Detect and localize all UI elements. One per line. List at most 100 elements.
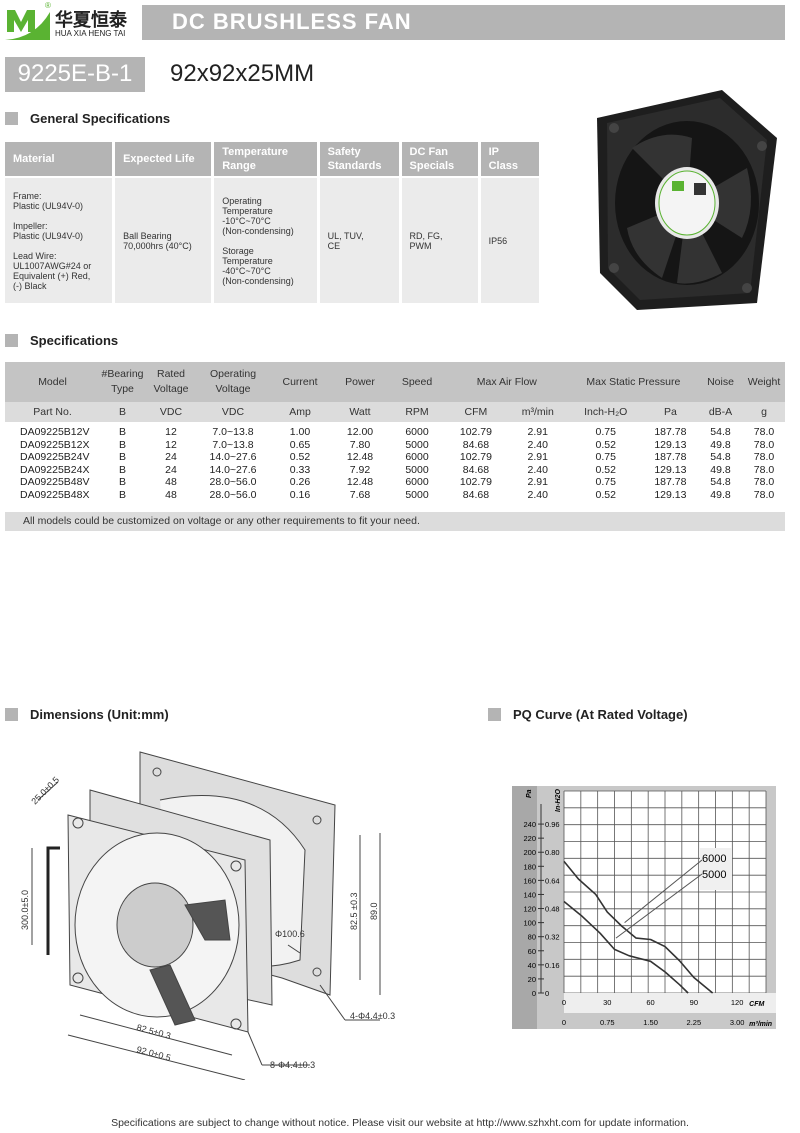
material-cell: Frame: Plastic (UL94V-0) Impeller: Plastic … — [5, 178, 113, 303]
legend-box — [700, 848, 732, 890]
table-cell: B — [118, 476, 126, 488]
table-cell: 84.68 — [462, 463, 490, 476]
y2-tick-label: 0.16 — [545, 961, 560, 970]
table-cell: 7.80 — [349, 438, 371, 451]
series-line-6000 — [563, 860, 714, 994]
dimensions-heading: Dimensions (Unit:mm) — [5, 707, 169, 722]
x-tick-label: 60 — [646, 998, 654, 1007]
table-cell: 14.0~27.6 — [209, 463, 257, 476]
table-row: DA09225B24X B 24 14.0~27.6 0.33 7.92 5000 84.68… — [5, 464, 785, 477]
table-cell: DA09225B12V — [20, 426, 90, 438]
table-cell: 1.00 — [289, 426, 311, 438]
specifications-heading: Specifications — [5, 333, 118, 348]
series-label-6000: 6000 — [702, 853, 726, 865]
cell-line: PWM — [409, 240, 432, 251]
table-cell: B — [118, 488, 126, 501]
table-cell: 12 — [165, 438, 177, 451]
x2-tick-label: 2.25 — [687, 1018, 702, 1027]
y-tick-label: 180 — [523, 862, 536, 871]
cell-line: CE — [327, 240, 341, 251]
dim-back-holes: 4-Φ4.4±0.3 — [350, 1011, 395, 1021]
subheader-cell: Watt — [331, 402, 389, 422]
y-tick-label: 40 — [528, 961, 536, 970]
table-cell: 7.0~13.8 — [212, 426, 254, 438]
y-tick-label: 220 — [523, 834, 536, 843]
dim-diameter: Φ100.6 — [275, 929, 305, 939]
table-cell: 48 — [165, 488, 177, 501]
table-cell: 12.00 — [346, 426, 374, 438]
x-tick-label: 0 — [562, 998, 566, 1007]
general-specs-heading: General Specifications — [5, 111, 170, 126]
annotation-arrow — [615, 873, 703, 939]
x2-tick-label: 0 — [562, 1018, 566, 1027]
x2-axis-label: m³/min — [749, 1021, 772, 1028]
cell-line: Operating — [222, 195, 262, 206]
table-cell: 7.0~13.8 — [212, 438, 254, 451]
table-cell: 2.40 — [527, 438, 548, 451]
y2-axis-label: In-H2O — [555, 789, 562, 813]
table-cell: DA09225B48X — [20, 488, 90, 501]
cell-line: UL, TUV, — [327, 230, 364, 241]
col-expected-life: Expected Life — [115, 142, 212, 176]
model-number: 9225E-B-1 — [5, 57, 145, 92]
y-tick-label: 0 — [532, 989, 536, 998]
table-cell: B — [118, 426, 126, 438]
hdr-power: Power — [331, 362, 389, 402]
table-cell: B — [118, 451, 126, 463]
x-tick-label: 30 — [603, 998, 611, 1007]
table-cell: 0.52 — [595, 463, 616, 476]
subheader-cell: RPM — [389, 402, 445, 422]
table-cell: 6000 — [405, 451, 429, 463]
subheader-cell: B — [100, 402, 145, 422]
col-temperature: Temperature Range — [214, 142, 317, 176]
x2-tick-label: 3.00 — [730, 1018, 745, 1027]
series-label-5000: 5000 — [702, 869, 726, 881]
cell-line: RD, FG, — [409, 230, 443, 241]
table-cell: 2.40 — [527, 463, 548, 476]
table-cell: B — [118, 438, 126, 451]
table-cell: 14.0~27.6 — [209, 451, 257, 463]
y2-tick-label: 0.80 — [545, 848, 560, 857]
cell-line: -10°C~70°C — [222, 215, 271, 226]
hdr-current: Current — [269, 362, 331, 402]
subheader-cell: VDC — [145, 402, 197, 422]
subheader-cell: g — [743, 402, 785, 422]
table-row: DA09225B12V B 12 7.0~13.8 1.00 12.00 6000 102.7… — [5, 426, 785, 439]
table-cell: 6000 — [405, 426, 429, 438]
specifications-table: Model #Bearing Type Rated Voltage Operat… — [5, 362, 785, 501]
brand-name-cn: 华夏恒泰 — [55, 10, 127, 30]
table-cell: 54.8 — [710, 426, 731, 438]
hdr-weight: Weight — [743, 362, 785, 402]
cell-line: Frame: — [13, 190, 42, 201]
hdr-model: Model — [5, 362, 100, 402]
table-cell: 102.79 — [459, 451, 492, 463]
life-cell: Ball Bearing 70,000hrs (40°C) — [115, 178, 212, 303]
table-cell: 2.91 — [527, 476, 548, 488]
table-cell: 12.48 — [346, 476, 374, 488]
y2-tick-label: 0.96 — [545, 820, 560, 829]
cell-line: Temperature — [222, 205, 273, 216]
cell-line: Impeller: — [13, 220, 48, 231]
specials-cell: RD, FG, PWM — [401, 178, 478, 303]
table-cell: 0.75 — [595, 451, 616, 463]
fan-product-photo — [597, 90, 777, 310]
table-cell: 187.78 — [654, 476, 687, 488]
table-row: DA09225B24V B 24 14.0~27.6 0.52 12.48 6000 102.… — [5, 451, 785, 464]
dim-lead-length: 300.0±5.0 — [20, 890, 30, 930]
brand-logo: ® 华夏恒泰 HUA XIA HENG TAI — [5, 1, 135, 42]
cell-line: Ball Bearing — [123, 230, 172, 241]
y2-tick-label: 0.32 — [545, 933, 560, 942]
temp-cell: Operating Temperature -10°C~70°C (Non-conde… — [214, 178, 317, 303]
y2-tick-label: 0.48 — [545, 905, 560, 914]
y-tick-label: 140 — [523, 890, 536, 899]
safety-cell: UL, TUV, CE — [319, 178, 399, 303]
x2-tick-label: 0.75 — [600, 1018, 615, 1027]
cell-line: 70,000hrs (40°C) — [123, 240, 192, 251]
table-cell: 84.68 — [462, 438, 490, 451]
table-cell: 78.0 — [753, 476, 775, 488]
chart-axis-band — [512, 786, 537, 1029]
table-cell: 24 — [165, 463, 177, 476]
table-cell: 0.52 — [595, 488, 616, 501]
table-cell: 0.75 — [595, 426, 616, 438]
table-row: DA09225B12X B 12 7.0~13.8 0.65 7.80 5000 84.68 2… — [5, 439, 785, 452]
